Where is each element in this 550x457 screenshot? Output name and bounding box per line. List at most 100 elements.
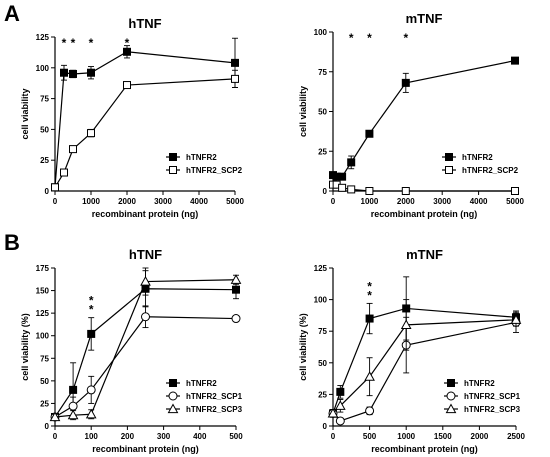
data-point: [365, 314, 374, 323]
x-tick-label: 500: [363, 432, 377, 441]
x-tick-label: 0: [331, 197, 336, 206]
significance-star: *: [125, 36, 130, 50]
data-point: [336, 387, 345, 396]
x-tick-label: 400: [193, 432, 207, 441]
legend-marker: [445, 153, 453, 161]
y-tick-label: 25: [318, 147, 327, 156]
significance-star: *: [367, 279, 372, 293]
legend-label: hTNFR2_SCP3: [186, 405, 243, 414]
data-point: [365, 406, 375, 416]
y-tick-label: 0: [45, 422, 50, 431]
y-tick-label: 125: [36, 309, 50, 318]
y-axis-label: cell viability (%): [20, 313, 30, 381]
legend-marker: [168, 391, 178, 401]
x-tick-label: 0: [331, 432, 336, 441]
chart-title: mTNF: [406, 247, 443, 262]
x-tick-label: 1500: [434, 432, 452, 441]
legend-label: hTNFR2_SCP3: [464, 405, 521, 414]
data-point: [87, 68, 95, 77]
data-point: [334, 400, 346, 410]
significance-star: *: [367, 288, 372, 302]
data-point: [511, 187, 519, 195]
y-tick-label: 100: [314, 28, 328, 37]
data-point: [60, 68, 68, 77]
data-point: [365, 129, 374, 138]
y-tick-label: 75: [40, 354, 49, 363]
data-point: [85, 408, 97, 419]
x-tick-label: 100: [85, 432, 99, 441]
data-point: [511, 56, 519, 65]
y-tick-label: 75: [318, 327, 327, 336]
y-tick-label: 0: [323, 187, 328, 196]
x-tick-label: 300: [157, 432, 171, 441]
series-htnfr2: [329, 56, 519, 181]
chart-b-left: hTNF 0 25 50 75 100 125 150 175 0 100 200 300 400 500 r…: [20, 247, 243, 454]
legend-label: hTNFR2: [462, 153, 493, 162]
significance-star: *: [71, 36, 76, 50]
legend-label: hTNFR2: [186, 379, 217, 388]
legend-marker: [445, 403, 457, 414]
y-tick-label: 150: [36, 287, 50, 296]
x-tick-label: 2500: [507, 432, 525, 441]
legend-marker: [445, 166, 453, 174]
data-point: [400, 319, 412, 329]
x-tick-label: 4000: [470, 197, 488, 206]
y-tick-label: 100: [314, 296, 328, 305]
data-point: [68, 401, 78, 411]
y-tick-label: 50: [40, 377, 49, 386]
data-point: [123, 47, 131, 56]
series-htnfr2-scp3: [49, 267, 242, 422]
y-tick-label: 75: [40, 95, 49, 104]
x-tick-label: 1000: [397, 432, 415, 441]
data-point: [347, 158, 356, 167]
panel-label-b: B: [4, 230, 20, 255]
x-tick-label: 2000: [118, 197, 136, 206]
chart-a-left: hTNF 0 25 50 75 100 125 0 1000 2000 3000 4000 5000 re…: [20, 16, 244, 219]
chart-title: hTNF: [128, 16, 161, 31]
x-tick-label: 5000: [226, 197, 244, 206]
y-tick-label: 25: [40, 156, 49, 165]
chart-title: hTNF: [129, 247, 162, 262]
data-point: [60, 168, 68, 177]
y-tick-label: 50: [318, 359, 327, 368]
data-point: [87, 129, 95, 138]
series-htnfr2-scp2: [329, 180, 519, 195]
significance-star: *: [89, 36, 94, 50]
data-point: [69, 145, 77, 154]
x-tick-label: 2000: [397, 197, 415, 206]
legend-marker: [169, 379, 177, 387]
y-tick-label: 125: [314, 264, 328, 273]
data-point: [51, 183, 59, 192]
data-point: [327, 407, 339, 418]
data-point: [67, 409, 79, 420]
chart-b-right: mTNF 0 25 50 75 100 125 0 500 1000 1500 2000 2500 rec…: [298, 247, 525, 454]
series-htnfr2-scp3: [327, 299, 522, 418]
significance-star: *: [367, 31, 372, 45]
y-axis-label: cell viability: [20, 88, 30, 139]
x-tick-label: 0: [53, 197, 58, 206]
data-point: [140, 276, 151, 286]
y-tick-label: 50: [40, 125, 49, 134]
x-tick-label: 500: [229, 432, 243, 441]
data-point: [69, 385, 78, 394]
data-point: [232, 285, 240, 294]
data-point: [49, 411, 61, 422]
x-tick-label: 1000: [361, 197, 379, 206]
series-htnfr2-scp1: [50, 305, 241, 422]
y-tick-label: 25: [318, 390, 327, 399]
data-point: [401, 187, 410, 195]
data-point: [335, 416, 345, 426]
legend-label: hTNFR2_SCP2: [186, 166, 243, 175]
chart-title: mTNF: [406, 11, 443, 26]
data-point: [230, 274, 242, 284]
y-tick-label: 100: [36, 332, 50, 341]
data-point: [510, 314, 522, 324]
series-line: [54, 51, 236, 188]
x-axis-label: recombinant protein (ng): [92, 209, 199, 219]
y-tick-label: 125: [36, 33, 50, 42]
y-axis-label: cell viability: [298, 86, 308, 137]
y-tick-label: 0: [45, 187, 50, 196]
data-point: [365, 187, 374, 195]
